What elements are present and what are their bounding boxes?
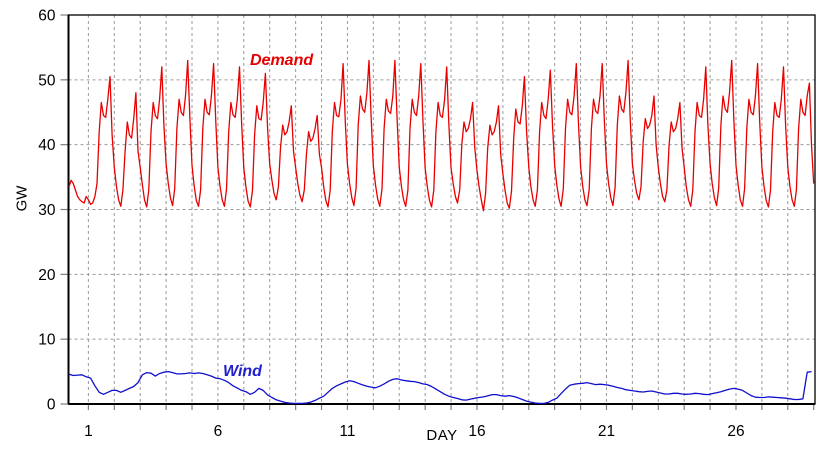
x-tick-label: 26 bbox=[727, 423, 744, 440]
y-axis-title: GW bbox=[13, 185, 31, 212]
x-tick-labels: 1 6 11 16 21 26 bbox=[84, 423, 745, 440]
tick-marks bbox=[60, 14, 815, 410]
gridlines bbox=[68, 15, 815, 404]
y-tick-label: 30 bbox=[38, 202, 56, 219]
y-tick-label: 10 bbox=[38, 332, 56, 349]
demand-line bbox=[68, 59, 815, 212]
wind-line bbox=[68, 370, 812, 405]
y-tick-label: 0 bbox=[47, 397, 56, 414]
x-axis-title: DAY bbox=[426, 427, 458, 444]
x-tick-label: 11 bbox=[339, 423, 355, 440]
demand-series-label: Demand bbox=[250, 52, 314, 69]
wind-series-label: Wind bbox=[223, 363, 262, 380]
x-tick-label: 16 bbox=[468, 423, 485, 440]
x-tick-label: 21 bbox=[598, 423, 615, 440]
y-tick-labels: 0 10 20 30 40 50 60 bbox=[38, 8, 56, 414]
x-tick-label: 6 bbox=[214, 423, 223, 440]
x-tick-label: 1 bbox=[84, 423, 93, 440]
y-tick-label: 40 bbox=[38, 137, 56, 154]
y-tick-label: 50 bbox=[38, 72, 56, 89]
y-tick-label: 60 bbox=[38, 8, 56, 25]
y-tick-label: 20 bbox=[38, 267, 56, 284]
